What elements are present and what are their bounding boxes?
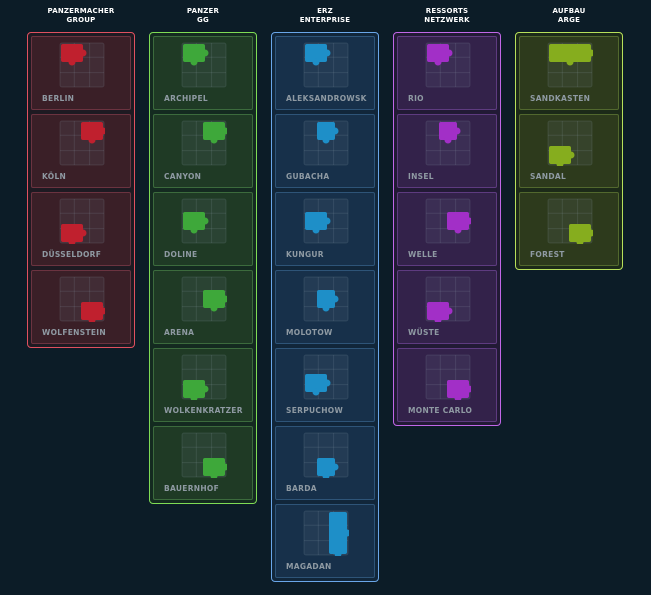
puzzle-icon <box>181 120 227 166</box>
tile-label: BERLIN <box>42 94 75 103</box>
puzzle-icon <box>181 42 227 88</box>
tile-label: CANYON <box>164 172 202 181</box>
tile-label: INSEL <box>408 172 434 181</box>
group-panel: ALEKSANDROWSK GUBACHA KUNGUR MOLOTOW SERPUCH… <box>271 32 379 582</box>
tile-welle[interactable]: WELLE <box>397 192 497 266</box>
puzzle-icon <box>181 354 227 400</box>
tile-label: WELLE <box>408 250 438 259</box>
column-title-line1: RESSORTS <box>425 7 469 15</box>
tile-sandkasten[interactable]: SANDKASTEN <box>519 36 619 110</box>
column-title-line2: ARGE <box>557 16 581 24</box>
tile-label: WÜSTE <box>408 328 440 337</box>
group-panel: RIO INSEL WELLE WÜSTE MONTE CARLO <box>393 32 501 426</box>
group-panel: SANDKASTEN SANDAL FOREST <box>515 32 623 270</box>
puzzle-icon <box>59 120 105 166</box>
column-title-line2: ENTERPRISE <box>299 16 351 24</box>
column-title-line1: PANZERMACHER <box>47 7 115 15</box>
tile-label: MAGADAN <box>286 562 332 571</box>
tile-label: ARCHIPEL <box>164 94 208 103</box>
tile-label: MONTE CARLO <box>408 406 473 415</box>
column-title-line1: ERZ <box>317 7 333 15</box>
puzzle-icon <box>303 510 349 556</box>
tile-label: ALEKSANDROWSK <box>286 94 367 103</box>
puzzle-icon <box>181 198 227 244</box>
column-title-line2: GG <box>197 16 209 24</box>
puzzle-icon <box>59 42 105 88</box>
column-title-line1: PANZER <box>186 7 220 15</box>
tile-forest[interactable]: FOREST <box>519 192 619 266</box>
tile-arena[interactable]: ARENA <box>153 270 253 344</box>
tile-gubacha[interactable]: GUBACHA <box>275 114 375 188</box>
tile-label: BAUERNHOF <box>164 484 220 493</box>
puzzle-icon <box>547 198 593 244</box>
tile-barda[interactable]: BARDA <box>275 426 375 500</box>
tile-doline[interactable]: DOLINE <box>153 192 253 266</box>
column-title: RESSORTS NETZWERK <box>387 7 507 25</box>
column-title-line2: NETZWERK <box>424 16 470 24</box>
tile-label: WOLKENKRATZER <box>164 406 243 415</box>
puzzle-icon <box>425 354 471 400</box>
puzzle-icon <box>59 276 105 322</box>
tile-canyon[interactable]: CANYON <box>153 114 253 188</box>
tile-wolkenkratzer[interactable]: WOLKENKRATZER <box>153 348 253 422</box>
puzzle-icon <box>303 198 349 244</box>
group-panel: BERLIN KÖLN DÜSSELDORF WOLFENSTEIN <box>27 32 135 348</box>
column-title: ERZ ENTERPRISE <box>265 7 385 25</box>
tile-rio[interactable]: RIO <box>397 36 497 110</box>
tile-dusseldorf[interactable]: DÜSSELDORF <box>31 192 131 266</box>
tile-bauernhof[interactable]: BAUERNHOF <box>153 426 253 500</box>
tile-label: KÖLN <box>42 172 67 181</box>
column-title: PANZERMACHER GROUP <box>21 7 141 25</box>
puzzle-icon <box>425 198 471 244</box>
tile-label: SANDKASTEN <box>530 94 591 103</box>
puzzle-icon <box>303 354 349 400</box>
puzzle-icon <box>547 42 593 88</box>
tile-label: GUBACHA <box>286 172 330 181</box>
puzzle-icon <box>303 276 349 322</box>
puzzle-icon <box>303 432 349 478</box>
puzzle-icon <box>547 120 593 166</box>
tile-label: FOREST <box>530 250 565 259</box>
tile-archipel[interactable]: ARCHIPEL <box>153 36 253 110</box>
puzzle-icon <box>425 276 471 322</box>
tile-koln[interactable]: KÖLN <box>31 114 131 188</box>
tile-label: DÜSSELDORF <box>42 250 102 259</box>
puzzle-icon <box>181 276 227 322</box>
tile-label: SANDAL <box>530 172 567 181</box>
group-panel: ARCHIPEL CANYON DOLINE ARENA WOLKENKRATZER BA… <box>149 32 257 504</box>
puzzle-icon <box>425 42 471 88</box>
column-title: AUFBAU ARGE <box>509 7 629 25</box>
tile-insel[interactable]: INSEL <box>397 114 497 188</box>
tile-sandal[interactable]: SANDAL <box>519 114 619 188</box>
tile-magadan[interactable]: MAGADAN <box>275 504 375 578</box>
tile-label: WOLFENSTEIN <box>42 328 106 337</box>
tile-molotow[interactable]: MOLOTOW <box>275 270 375 344</box>
tile-aleksandrowsk[interactable]: ALEKSANDROWSK <box>275 36 375 110</box>
tile-wuste[interactable]: WÜSTE <box>397 270 497 344</box>
tile-wolfenstein[interactable]: WOLFENSTEIN <box>31 270 131 344</box>
puzzle-icon <box>181 432 227 478</box>
column-title-line1: AUFBAU <box>552 7 586 15</box>
tile-label: BARDA <box>286 484 317 493</box>
tile-label: KUNGUR <box>286 250 324 259</box>
tile-label: DOLINE <box>164 250 198 259</box>
tile-label: SERPUCHOW <box>286 406 344 415</box>
tile-kungur[interactable]: KUNGUR <box>275 192 375 266</box>
column-title: PANZER GG <box>143 7 263 25</box>
tile-label: ARENA <box>164 328 195 337</box>
tile-berlin[interactable]: BERLIN <box>31 36 131 110</box>
puzzle-icon <box>59 198 105 244</box>
puzzle-icon <box>303 120 349 166</box>
column-title-line2: GROUP <box>66 16 96 24</box>
puzzle-icon <box>303 42 349 88</box>
puzzle-icon <box>425 120 471 166</box>
tile-monte-carlo[interactable]: MONTE CARLO <box>397 348 497 422</box>
tile-label: RIO <box>408 94 424 103</box>
tile-label: MOLOTOW <box>286 328 333 337</box>
tile-serpuchow[interactable]: SERPUCHOW <box>275 348 375 422</box>
